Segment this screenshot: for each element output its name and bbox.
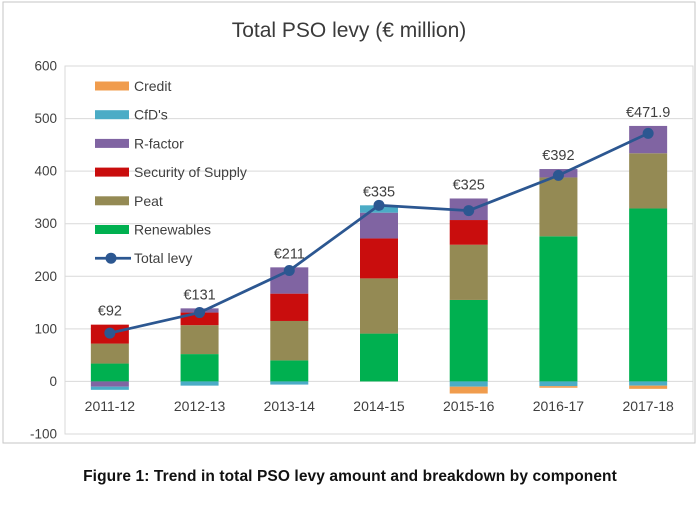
bar-segment-Credit [539,386,578,388]
bar-segment-Renewables [449,299,488,382]
total-levy-marker [283,265,295,277]
bar-segment-CfD's [539,381,578,387]
data-label: €325 [453,177,485,193]
legend: Credit CfD's R-factor Security of Supply Pea… [95,78,247,266]
x-tick-label: 2017-18 [622,398,674,414]
legend-item-Security of Supply: Security of Supply [95,164,247,180]
legend-label: Peat [134,193,163,209]
pso-levy-chart: Total PSO levy (€ million) 600 500 400 300 20… [2,1,696,444]
data-label: €335 [363,184,395,200]
bar-segment-R-factor [360,212,398,239]
total-levy-marker [373,199,385,211]
bar-2016-17 [539,169,578,388]
total-levy-marker [104,327,116,339]
total-levy-data-labels: €92 €131 €211 €335 €325 €392 €471.9 [98,105,671,320]
legend-item-Total levy: Total levy [95,250,192,266]
legend-swatch-icon [95,167,129,177]
bar-segment-Renewables [539,236,578,382]
y-axis-tick-labels: 600 500 400 300 200 100 0 -100 [30,59,57,442]
legend-label: Renewables [134,222,211,238]
x-tick-label: 2016-17 [533,398,585,414]
legend-item-R-factor: R-factor [95,135,184,151]
bar-segment-CfD's [629,381,668,386]
bar-segment-Peat [180,325,219,355]
chart-title: Total PSO levy (€ million) [232,19,467,42]
legend-marker-icon [105,252,117,264]
bar-2013-14 [270,267,309,385]
y-tick-label: -100 [30,427,57,442]
bar-2011-12 [90,324,129,390]
data-label: €92 [98,304,122,320]
legend-item-Peat: Peat [95,193,163,209]
bar-segment-CfD's [270,381,309,385]
legend-item-Credit: Credit [95,78,171,94]
legend-label: Total levy [134,250,192,266]
x-tick-label: 2013-14 [264,398,316,414]
total-levy-marker [194,307,206,319]
legend-swatch-icon [95,196,129,206]
bar-segment-Peat [449,244,488,300]
x-tick-label: 2015-16 [443,398,495,414]
data-label: €211 [274,246,305,262]
total-levy-marker [463,205,475,217]
data-label: €131 [183,287,215,303]
bar-segment-Peat [539,177,578,237]
y-tick-label: 400 [34,164,57,179]
figure-caption: Figure 1: Trend in total PSO levy amount… [83,468,617,485]
bar-segment-Security of Supply [360,238,398,279]
y-tick-label: 500 [34,111,57,126]
bar-segment-Peat [629,153,668,209]
legend-swatch-icon [95,138,129,148]
legend-swatch-icon [95,81,129,91]
plot-border [64,65,694,435]
bar-2015-16 [449,198,488,394]
bar-segment-Credit [629,385,668,389]
data-label: €392 [542,148,574,164]
total-levy-markers [104,127,654,339]
legend-item-Renewables: Renewables [95,222,211,238]
x-tick-label: 2012-13 [174,398,226,414]
bar-segment-Security of Supply [449,220,488,245]
total-levy-marker [552,169,564,181]
legend-label: CfD's [134,107,168,123]
legend-label: Credit [134,78,171,94]
bar-segment-CfD's [90,386,129,390]
bar-segment-Renewables [90,363,129,382]
y-tick-label: 300 [34,216,57,231]
bar-segment-Credit [449,386,488,394]
bar-2017-18 [629,125,668,389]
bar-segment-Peat [90,343,129,364]
bar-segment-Renewables [360,333,398,382]
bar-segment-Renewables [270,360,309,382]
bar-2014-15 [360,205,398,382]
bar-2012-13 [180,308,219,386]
x-tick-label: 2011-12 [85,398,136,414]
y-tick-label: 100 [34,321,57,336]
x-tick-label: 2014-15 [353,398,405,414]
legend-label: R-factor [134,135,184,151]
legend-item-CfD's: CfD's [95,107,168,123]
bar-segment-R-factor [90,381,129,387]
x-axis-tick-labels: 2011-12 2012-13 2013-14 2014-15 2015-16 2016-… [85,398,674,414]
bar-segment-Renewables [629,208,668,382]
total-levy-marker [642,127,654,139]
bar-segment-Security of Supply [270,293,309,321]
bar-segment-CfD's [180,381,219,386]
y-tick-label: 0 [49,374,57,389]
bar-segment-Peat [360,278,398,334]
legend-swatch-icon [95,110,129,120]
data-label: €471.9 [626,105,670,121]
bar-segment-CfD's [449,381,488,387]
bar-segment-Peat [270,320,309,361]
y-tick-label: 600 [34,59,57,74]
y-tick-label: 200 [34,269,57,284]
legend-label: Security of Supply [134,164,247,180]
bar-segment-Renewables [180,354,219,382]
legend-swatch-icon [95,225,129,234]
